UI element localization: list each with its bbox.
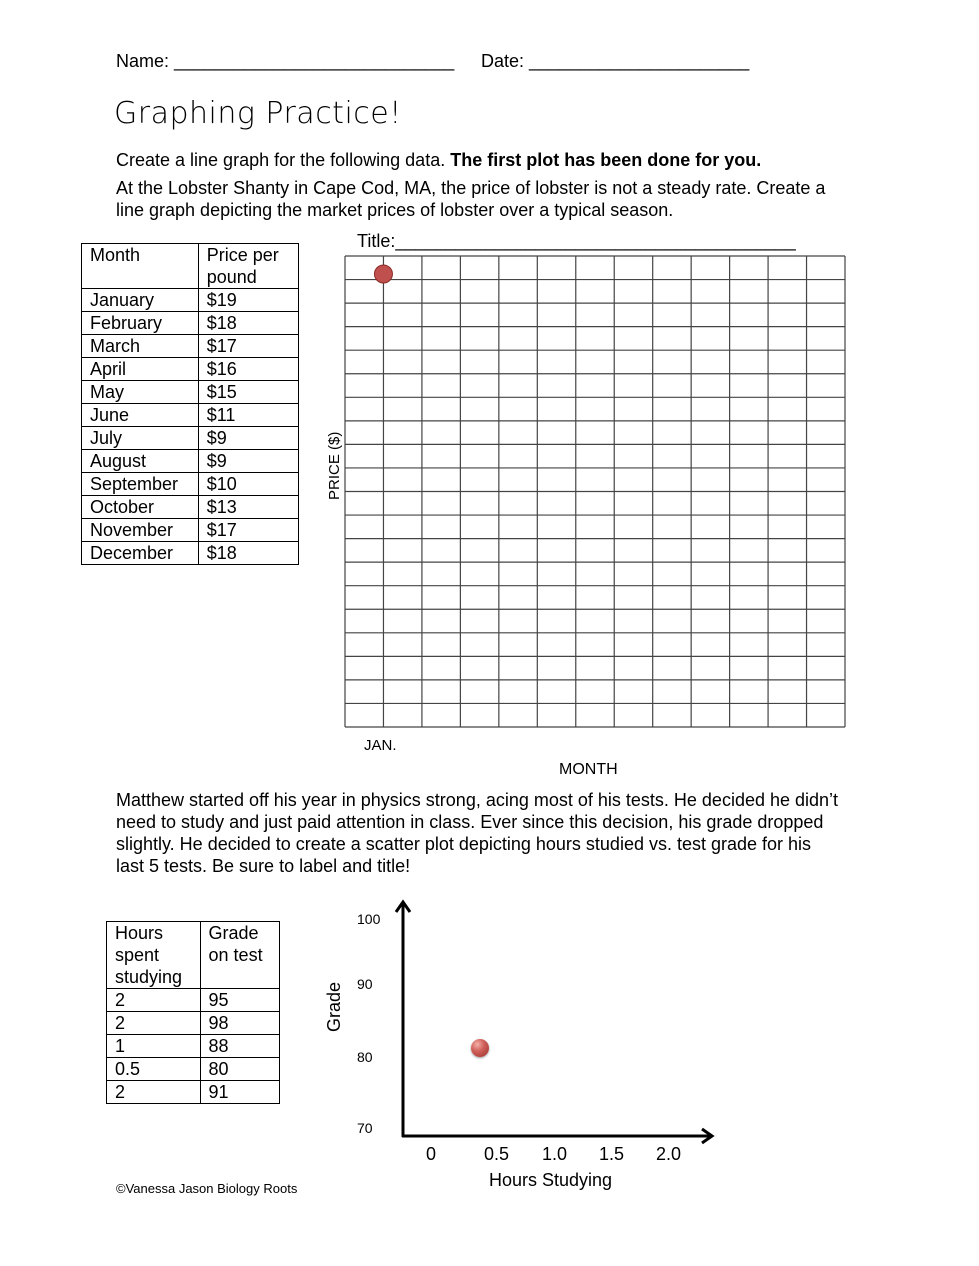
label-cell: November [81,518,199,542]
table-row: December $18 [81,541,300,565]
graph-title-field[interactable]: Title:__________________________________… [357,231,796,251]
instructions-bold: The first plot has been done for you. [450,150,762,170]
study-grade-table: Hours spent studying Grade on test 2 95 2 9… [106,921,281,1104]
copyright-footer: ©Vanessa Jason Biology Roots [116,1181,298,1196]
scatter-y-label: Grade [324,981,344,1032]
label-cell: February [81,311,199,335]
x-axis-label: MONTH [559,761,618,778]
value-cell: 98 [199,1011,281,1035]
table-row: 2 95 [106,988,281,1012]
table-row: 2 91 [106,1080,281,1104]
table-row: 0.5 80 [106,1057,281,1081]
label-cell: May [81,380,199,404]
value-cell: 88 [199,1034,281,1058]
problem2-text-2: need to study and just paid attention in… [116,812,824,832]
table-row: 1 88 [106,1034,281,1058]
header-price: Price per pound [197,243,300,289]
header-hours: Hours spent studying [106,921,201,989]
value-cell: $9 [197,426,300,450]
value-cell: $13 [197,495,300,519]
y-axis-arrow [394,899,412,913]
label-cell: March [81,334,199,358]
label-cell: 2 [106,1080,201,1104]
scatter-point [470,1039,489,1058]
header-grade: Grade on test [199,921,281,989]
label-cell: January [81,288,199,312]
value-cell: $18 [197,541,300,565]
value-cell: $10 [197,472,300,496]
table-row: November $17 [81,518,300,542]
value-cell: $9 [197,449,300,473]
problem2-text-4: last 5 tests. Be sure to label and title… [116,856,411,876]
scatter-x-label: Hours Studying [489,1170,613,1190]
value-cell: $17 [197,518,300,542]
x-tick-label: 1.0 [542,1144,568,1164]
x-tick-label: 0.5 [484,1144,510,1164]
table-row: August $9 [81,449,300,473]
value-cell: $15 [197,380,300,404]
value-cell: 91 [199,1080,281,1104]
value-cell: 95 [199,988,281,1012]
problem2-text-1: Matthew started off his year in physics … [116,790,839,810]
table-row: March $17 [81,334,300,358]
lobster-price-table: Month Price per pound January $19 February… [81,243,300,565]
instructions: Create a line graph for the following da… [116,150,761,171]
table-row: January $19 [81,288,300,312]
problem1-text-2: line graph depicting the market prices o… [116,200,674,220]
table-row: May $15 [81,380,300,404]
table-row: July $9 [81,426,300,450]
label-cell: October [81,495,199,519]
line-graph-grid[interactable] [340,250,852,734]
table-row: 2 98 [106,1011,281,1035]
y-tick-label: 90 [357,976,373,992]
y-tick-label: 100 [357,911,381,927]
plotted-point-january [373,264,393,284]
problem1-text-1: At the Lobster Shanty in Cape Cod, MA, t… [116,178,826,198]
label-cell: April [81,357,199,381]
label-cell: December [81,541,199,565]
x-tick-label: 2.0 [656,1144,682,1164]
table-row: April $16 [81,357,300,381]
y-tick-label: 70 [357,1120,373,1136]
value-cell: $16 [197,357,300,381]
table-header-row: Hours spent studying Grade on test [106,921,281,989]
problem2-text-3: slightly. He decided to create a scatter… [116,834,812,854]
table-row: February $18 [81,311,300,335]
value-cell: 80 [199,1057,281,1081]
x-axis-arrow [701,1127,715,1145]
x-tick-label: 1.5 [599,1144,625,1164]
x-first-label: JAN. [364,737,397,754]
label-cell: August [81,449,199,473]
instructions-text: Create a line graph for the following da… [116,150,451,170]
value-cell: $18 [197,311,300,335]
date-field[interactable]: Date: ______________________ [481,51,750,71]
label-cell: 2 [106,988,201,1012]
y-tick-label: 80 [357,1049,373,1065]
x-tick-label: 0 [426,1144,437,1164]
table-row: October $13 [81,495,300,519]
label-cell: 2 [106,1011,201,1035]
label-cell: 1 [106,1034,201,1058]
label-cell: July [81,426,199,450]
page-title: Graphing Practice! [114,96,402,131]
name-field[interactable]: Name: ____________________________ [116,51,455,71]
